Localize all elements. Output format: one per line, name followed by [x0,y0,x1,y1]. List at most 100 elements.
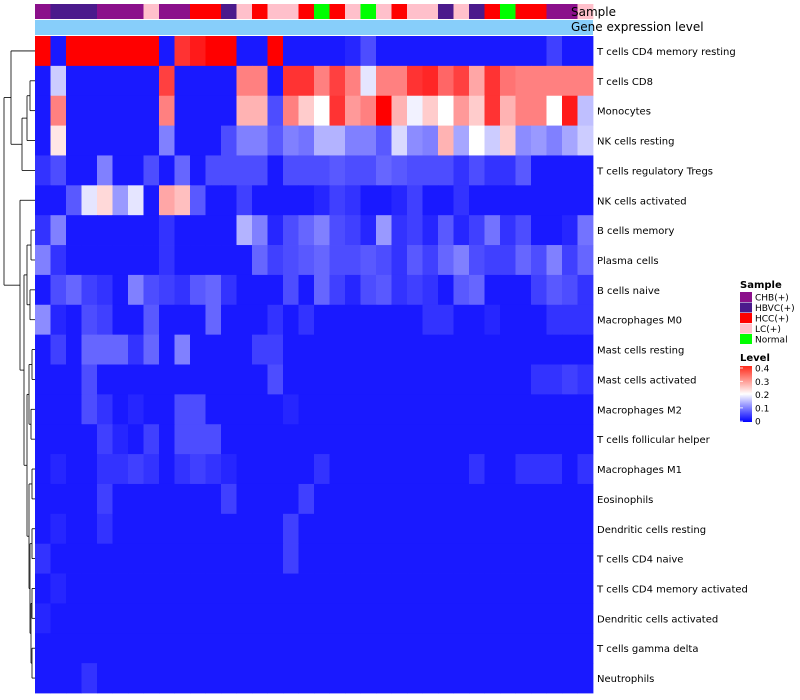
heatmap-cell [407,304,423,336]
heatmap-cell [298,424,315,455]
heatmap-cell [345,95,361,126]
row-label: Eosinophils [597,495,653,506]
heatmap-cell [252,633,268,664]
heatmap-cell [562,95,578,126]
sample-annotation-cell [66,4,82,19]
heatmap-cell [360,215,377,246]
sample-legend-swatch [740,292,752,302]
heatmap-cell [469,245,485,276]
heatmap-cell [376,125,392,156]
heatmap-cell [453,603,470,634]
heatmap-cell [531,36,547,67]
heatmap-cell [252,424,268,455]
heatmap-cell [500,394,516,425]
heatmap-cell [236,304,253,336]
heatmap-cell [236,603,253,634]
heatmap-cell [314,394,330,425]
heatmap-cell [515,185,532,216]
heatmap-cell [453,304,470,336]
heatmap-cell [562,334,578,365]
sample-annotation-cell [314,4,330,19]
heatmap-cell [453,483,470,515]
sample-annotation-cell [221,4,237,19]
heatmap-cell [190,125,206,156]
heatmap-cell [143,245,160,276]
heatmap-cell [546,543,563,574]
heatmap-cell [469,543,485,574]
heatmap-cell [298,185,315,216]
heatmap-cell [391,483,408,515]
heatmap-cell [329,633,346,664]
heatmap-cell [35,364,51,395]
heatmap-cell [267,603,284,634]
sample-annotation-cell [469,4,485,19]
heatmap-cell [562,245,578,276]
heatmap-cell [35,483,51,515]
heatmap-cell [298,543,315,574]
heatmap-cell [81,245,98,276]
heatmap-cell [267,36,284,67]
heatmap-cell [345,65,361,97]
heatmap-cell [469,304,485,336]
heatmap-cell [314,573,330,604]
heatmap-cell [97,125,113,156]
heatmap-cell [345,125,361,156]
heatmap-cell [252,513,268,545]
heatmap-cell [81,95,98,126]
heatmap-cell [577,454,594,485]
heatmap-cell [50,633,67,664]
heatmap-cell [484,274,501,306]
heatmap-cell [159,454,175,485]
heatmap-cell [112,215,129,246]
heatmap-cell [329,155,346,186]
heatmap-cell [174,454,191,485]
heatmap-cell [190,274,206,306]
heatmap-cell [469,95,485,126]
sample-annotation-cell [546,4,563,19]
heatmap-cell [97,65,113,97]
sample-legend-swatch [740,302,752,313]
sample-legend-label: CHB(+) [755,294,789,304]
heatmap-cell [314,155,330,186]
heatmap-cell [376,513,392,545]
heatmap-cell [484,185,501,216]
row-label: T cells CD4 memory activated [596,584,748,595]
heatmap-cell [236,185,253,216]
heatmap-cell [205,543,222,574]
heatmap-cell [376,573,392,604]
heatmap-cell [500,215,516,246]
heatmap-cell [391,36,408,67]
heatmap-cell [283,95,299,126]
heatmap-cell [577,95,594,126]
heatmap-cell [267,125,284,156]
heatmap-cell [221,364,237,395]
heatmap-cell [407,454,423,485]
sample-legend-label: LC(+) [755,325,781,335]
heatmap-cell [577,573,594,604]
heatmap-cell [159,36,175,67]
row-label: NK cells resting [597,137,674,148]
heatmap-cell [314,334,330,365]
heatmap-cell [500,513,516,545]
sample-annotation-cell [515,4,532,19]
heatmap-cell [515,334,532,365]
heatmap-cell [298,454,315,485]
row-label: T cells CD8 [596,77,653,88]
heatmap-cell [283,245,299,276]
heatmap-cell [376,603,392,634]
heatmap-cell [112,36,129,67]
heatmap-cell [252,663,268,694]
heatmap-cell [438,274,454,306]
heatmap-cell [159,483,175,515]
heatmap-cell [546,573,563,604]
heatmap-cell [376,364,392,395]
heatmap-cell [267,543,284,574]
sample-annotation-cell [360,4,377,19]
heatmap-cell [453,513,470,545]
heatmap-cell [236,663,253,694]
heatmap-cell [391,364,408,395]
heatmap-cell [97,633,113,664]
heatmap-cell [283,215,299,246]
heatmap-cell [252,304,268,336]
